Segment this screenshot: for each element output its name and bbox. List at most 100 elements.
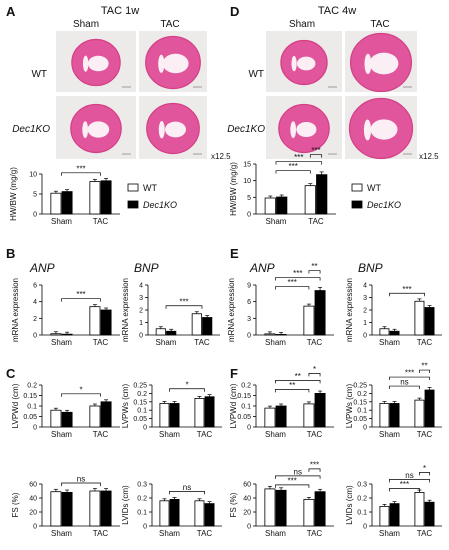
panel-a-title: TAC 1w: [101, 5, 139, 17]
y-axis-label: LVIDs (cm): [345, 485, 354, 525]
y-axis-label: mRNA expression: [345, 278, 354, 342]
y-tick-label: 9: [247, 283, 251, 290]
significance-label: ns: [400, 378, 408, 387]
significance-bracket: [169, 491, 205, 495]
panel-b-gene-bnp: BNP: [134, 261, 159, 275]
legend-a-ko-swatch: [127, 200, 139, 209]
right-ventricle-lumen: [158, 54, 165, 73]
panel-d-row-wt: WT: [248, 69, 264, 80]
bar-dec1ko-tac: [204, 503, 215, 527]
y-tick-label: 0: [247, 333, 251, 340]
bar-wt-tac: [303, 498, 315, 527]
x-tick-label: Sham: [379, 338, 400, 347]
significance-bracket: [308, 468, 321, 472]
significance-bracket: [275, 170, 311, 174]
bar-wt-sham: [379, 403, 390, 428]
y-tick-label: 60: [243, 482, 251, 489]
histology-a-tac-ko: [139, 96, 207, 159]
histology-a-tac-wt: [139, 31, 207, 92]
significance-label: ns: [405, 471, 413, 480]
y-axis-label: mRNA expression: [121, 278, 130, 342]
significance-bracket: [165, 305, 203, 309]
bar-wt-sham: [50, 491, 62, 527]
y-tick-label: 2: [363, 308, 367, 315]
y-axis-label: LVPWd (cm): [11, 383, 20, 428]
bar-dec1ko-tac: [204, 396, 215, 428]
bar-dec1ko-tac: [100, 401, 112, 428]
panel-d-row-ko: Dec1KO: [227, 124, 265, 135]
significance-label: *: [423, 464, 426, 473]
chart-e-bnp: 0 1 2 3 4 mRNA expression Sham TAC ***: [345, 278, 442, 347]
y-tick-label: 0.15: [353, 399, 367, 406]
y-tick-label: 0: [363, 425, 367, 432]
x-tick-label: Sham: [266, 217, 287, 226]
histology-a-sham-ko: [56, 96, 136, 159]
significance-label: ***: [400, 480, 409, 489]
y-tick-label: 2: [139, 308, 143, 315]
y-tick-label: 0.15: [23, 393, 37, 400]
x-tick-label: Sham: [265, 338, 286, 347]
x-tick-label: TAC: [93, 529, 109, 538]
panel-a-col-tac: TAC: [160, 19, 179, 30]
bar-dec1ko-sham: [389, 403, 400, 428]
legend-d: WT Dec1KO: [351, 183, 401, 210]
bar-dec1ko-sham: [61, 411, 73, 428]
x-tick-label: Sham: [51, 217, 72, 226]
y-axis-label: HW/BW (mg/g): [9, 167, 18, 221]
panel-letter-c: C: [6, 366, 16, 381]
bar-wt-sham: [50, 192, 62, 215]
y-tick-label: 4: [363, 283, 367, 290]
ventricle-lumen: [87, 55, 109, 72]
histology-a-sham-wt: [56, 31, 136, 92]
significance-label: *: [313, 365, 316, 374]
significance-bracket: [61, 172, 101, 176]
y-tick-label: 0.05: [23, 414, 37, 421]
bar-wt-sham: [50, 333, 62, 336]
significance-label: *: [79, 385, 82, 394]
significance-label: ***: [179, 297, 188, 306]
panel-letter-e: E: [230, 246, 239, 261]
significance-bracket: [389, 488, 420, 492]
right-ventricle-lumen: [158, 121, 165, 139]
y-tick-label: 0.2: [357, 391, 367, 398]
y-tick-label: 0.05: [353, 416, 367, 423]
bar-wt-sham: [264, 488, 276, 527]
significance-label: ***: [288, 278, 297, 287]
y-tick-label: 40: [243, 496, 251, 503]
bar-dec1ko-tac: [202, 317, 213, 336]
histology-d-tac-ko: [345, 96, 417, 160]
bar-dec1ko-sham: [61, 491, 73, 527]
ventricle-lumen: [296, 121, 317, 138]
x-tick-label: Sham: [265, 529, 286, 538]
y-axis-label: mRNA expression: [227, 278, 236, 342]
x-tick-label: TAC: [93, 338, 109, 347]
bar-dec1ko-sham: [276, 196, 288, 215]
chart-c-lvids: 0 0.1 0.2 0.3 LVIDs (cm) Sham TAC ns: [121, 482, 222, 538]
panel-letter-b: B: [6, 246, 15, 261]
bar-dec1ko-tac: [100, 180, 112, 215]
y-axis-label: mRNA expression: [11, 278, 20, 342]
significance-bracket: [275, 389, 310, 393]
right-ventricle-lumen: [363, 119, 372, 141]
bar-wt-tac: [194, 398, 205, 428]
y-tick-label: 0: [247, 524, 251, 531]
ventricle-lumen: [296, 56, 316, 71]
y-tick-label: 4: [33, 299, 37, 306]
bar-wt-tac: [303, 403, 315, 428]
bar-wt-sham: [379, 505, 390, 527]
panel-d-title: TAC 4w: [318, 5, 356, 17]
significance-label: ns: [294, 467, 302, 476]
y-axis-label: FS (%): [11, 492, 20, 517]
right-ventricle-lumen: [82, 55, 89, 72]
y-tick-label: 6: [33, 283, 37, 290]
legend-d-ko-swatch: [351, 200, 363, 209]
y-tick-label: 0.1: [357, 408, 367, 415]
significance-label: ***: [76, 290, 85, 299]
bar-wt-tac: [89, 306, 101, 336]
significance-label: ***: [310, 460, 319, 469]
panel-a-magnification: x12.5: [211, 152, 231, 161]
